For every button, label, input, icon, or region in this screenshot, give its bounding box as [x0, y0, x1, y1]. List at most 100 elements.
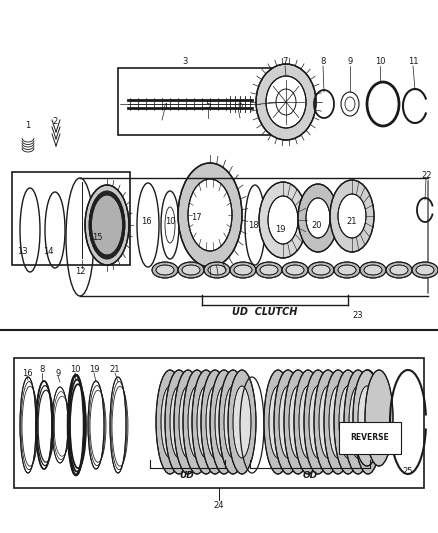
- Ellipse shape: [152, 262, 178, 278]
- Text: 2: 2: [53, 117, 58, 126]
- Text: 24: 24: [214, 502, 224, 511]
- Ellipse shape: [92, 195, 123, 255]
- Text: 3: 3: [182, 58, 188, 67]
- Ellipse shape: [234, 265, 252, 275]
- Text: 21: 21: [110, 366, 120, 375]
- Ellipse shape: [89, 191, 125, 259]
- Ellipse shape: [188, 179, 232, 251]
- Ellipse shape: [174, 370, 202, 474]
- Ellipse shape: [170, 386, 188, 458]
- Text: UD: UD: [180, 472, 194, 481]
- Ellipse shape: [365, 370, 393, 466]
- Text: 19: 19: [89, 366, 99, 375]
- Ellipse shape: [268, 196, 298, 244]
- Ellipse shape: [91, 194, 123, 256]
- Ellipse shape: [289, 386, 307, 458]
- Ellipse shape: [334, 262, 360, 278]
- Text: 19: 19: [275, 225, 285, 235]
- Ellipse shape: [183, 370, 211, 474]
- Text: 23: 23: [353, 311, 363, 319]
- Ellipse shape: [178, 163, 242, 267]
- Ellipse shape: [228, 370, 256, 474]
- Bar: [118, 68, 278, 135]
- Text: 21: 21: [347, 217, 357, 227]
- Ellipse shape: [178, 262, 204, 278]
- Ellipse shape: [344, 370, 372, 474]
- Text: 13: 13: [17, 247, 27, 256]
- Text: 11: 11: [408, 58, 418, 67]
- Text: UD  CLUTCH: UD CLUTCH: [232, 307, 298, 317]
- Ellipse shape: [338, 265, 356, 275]
- Ellipse shape: [201, 370, 229, 474]
- Bar: [12, 172, 130, 265]
- Ellipse shape: [208, 265, 226, 275]
- Ellipse shape: [156, 265, 174, 275]
- Ellipse shape: [338, 194, 366, 238]
- Ellipse shape: [219, 370, 247, 474]
- Text: 10: 10: [165, 217, 175, 227]
- Ellipse shape: [309, 386, 327, 458]
- Ellipse shape: [390, 265, 408, 275]
- Text: 6: 6: [237, 101, 243, 109]
- Ellipse shape: [156, 370, 184, 474]
- Ellipse shape: [294, 370, 322, 474]
- Ellipse shape: [334, 370, 362, 474]
- Ellipse shape: [269, 386, 287, 458]
- Text: 9: 9: [347, 58, 353, 67]
- Text: OD: OD: [302, 472, 318, 481]
- Ellipse shape: [358, 386, 376, 450]
- Ellipse shape: [329, 386, 347, 458]
- Text: 15: 15: [92, 233, 102, 243]
- Text: 16: 16: [141, 217, 151, 227]
- Ellipse shape: [359, 386, 377, 458]
- Ellipse shape: [161, 386, 179, 458]
- Ellipse shape: [85, 185, 129, 265]
- Ellipse shape: [412, 262, 438, 278]
- Ellipse shape: [299, 386, 317, 458]
- Ellipse shape: [330, 180, 374, 252]
- Ellipse shape: [304, 370, 332, 474]
- Text: 7: 7: [283, 58, 288, 67]
- Ellipse shape: [266, 76, 306, 128]
- Ellipse shape: [91, 193, 124, 256]
- Ellipse shape: [188, 386, 206, 458]
- Ellipse shape: [210, 370, 238, 474]
- Ellipse shape: [416, 265, 434, 275]
- Text: 17: 17: [191, 214, 201, 222]
- Ellipse shape: [386, 262, 412, 278]
- Ellipse shape: [284, 370, 312, 474]
- Ellipse shape: [260, 265, 278, 275]
- Ellipse shape: [192, 370, 220, 474]
- Ellipse shape: [353, 370, 381, 466]
- Ellipse shape: [339, 386, 357, 458]
- Ellipse shape: [360, 262, 386, 278]
- Ellipse shape: [256, 262, 282, 278]
- Text: REVERSE: REVERSE: [351, 433, 389, 442]
- Text: 9: 9: [55, 369, 60, 378]
- Ellipse shape: [264, 370, 292, 474]
- Ellipse shape: [312, 265, 330, 275]
- Ellipse shape: [319, 386, 337, 458]
- Ellipse shape: [279, 386, 297, 458]
- Ellipse shape: [286, 265, 304, 275]
- Ellipse shape: [314, 370, 342, 474]
- Ellipse shape: [179, 386, 197, 458]
- Ellipse shape: [197, 386, 215, 458]
- Text: 4: 4: [162, 103, 168, 112]
- Ellipse shape: [89, 192, 124, 258]
- Ellipse shape: [259, 182, 307, 258]
- Text: 1: 1: [25, 122, 31, 131]
- Ellipse shape: [282, 262, 308, 278]
- Ellipse shape: [274, 370, 302, 474]
- Text: 12: 12: [75, 268, 85, 277]
- Text: 8: 8: [39, 366, 45, 375]
- Ellipse shape: [233, 386, 251, 458]
- Ellipse shape: [215, 386, 233, 458]
- Text: 10: 10: [375, 58, 385, 67]
- Ellipse shape: [206, 386, 224, 458]
- Text: 18: 18: [247, 221, 258, 230]
- Ellipse shape: [349, 386, 367, 458]
- Ellipse shape: [90, 192, 124, 257]
- Text: 20: 20: [312, 222, 322, 230]
- Text: 16: 16: [22, 369, 32, 378]
